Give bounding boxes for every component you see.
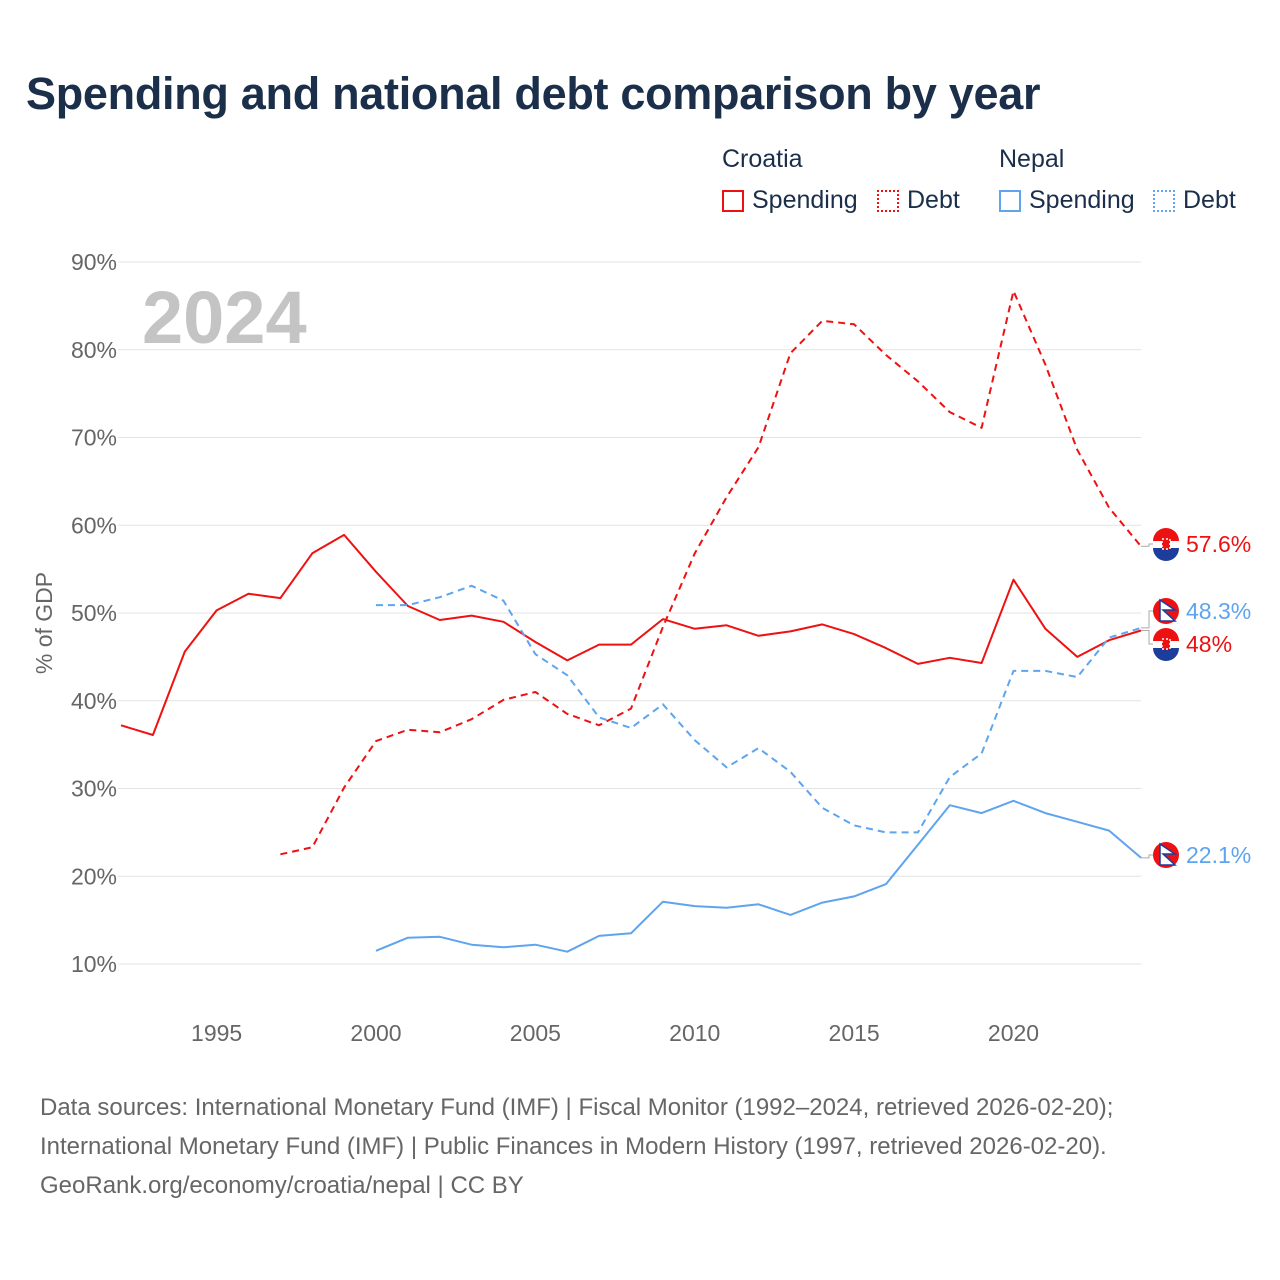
- x-tick-label: 2020: [988, 1020, 1039, 1046]
- legend-label: Debt: [907, 186, 960, 214]
- series-line-nepal-spending: [375, 799, 1142, 953]
- y-tick-label: 30%: [71, 776, 117, 802]
- end-value-label: 48%: [1186, 631, 1232, 657]
- y-tick-label: 50%: [71, 600, 117, 626]
- legend-croatia-debt[interactable]: Debt: [877, 186, 960, 215]
- y-tick-label: 10%: [71, 951, 117, 977]
- series-line-croatia-spending: [120, 533, 1142, 736]
- y-tick-label: 40%: [71, 688, 117, 714]
- coat-of-arms: [1161, 538, 1171, 550]
- x-tick-label: 2005: [510, 1020, 561, 1046]
- x-tick-label: 2000: [350, 1020, 401, 1046]
- legend-label: Spending: [752, 186, 858, 214]
- footer-sources: Data sources: International Monetary Fun…: [40, 1088, 1113, 1205]
- year-watermark: 2024: [142, 276, 307, 359]
- y-tick-label: 90%: [71, 249, 117, 275]
- series-line-nepal-debt: [376, 584, 1142, 834]
- solid-swatch-icon: [722, 189, 744, 212]
- source-line: Data sources: International Monetary Fun…: [40, 1094, 1114, 1121]
- label-connector: [1141, 630, 1153, 645]
- flag-stripe: [1153, 628, 1179, 641]
- legend-nepal-spending[interactable]: Spending: [999, 186, 1135, 215]
- end-value-label: 22.1%: [1186, 842, 1251, 868]
- source-line: International Monetary Fund (IMF) | Publ…: [40, 1133, 1107, 1160]
- end-value-label: 57.6%: [1186, 531, 1251, 557]
- y-tick-label: 70%: [71, 425, 117, 451]
- dotted-swatch-icon: [1153, 189, 1175, 212]
- solid-swatch-icon: [999, 189, 1021, 212]
- flag-pennant: [1159, 842, 1178, 866]
- legend-group-nepal: Nepal: [999, 145, 1065, 173]
- legend-label: Debt: [1183, 186, 1236, 214]
- chart-title: Spending and national debt comparison by…: [26, 68, 1041, 119]
- end-value-label: 48.3%: [1186, 598, 1251, 624]
- flag-stripe: [1153, 548, 1179, 561]
- label-connector: [1141, 543, 1153, 547]
- x-tick-label: 1995: [191, 1020, 242, 1046]
- y-tick-label: 20%: [71, 863, 117, 889]
- x-tick-label: 2010: [669, 1020, 720, 1046]
- flag-pennant: [1159, 598, 1178, 622]
- y-axis-label: % of GDP: [31, 572, 57, 674]
- legend-nepal-debt[interactable]: Debt: [1153, 186, 1236, 215]
- coat-of-arms: [1161, 638, 1171, 650]
- legend-label: Spending: [1029, 186, 1135, 214]
- y-tick-label: 60%: [71, 512, 117, 538]
- series-line-croatia-debt: [280, 290, 1142, 856]
- legend-croatia-spending[interactable]: Spending: [722, 186, 858, 215]
- flag-stripe: [1153, 528, 1179, 541]
- label-connector: [1141, 610, 1153, 629]
- y-tick-label: 80%: [71, 337, 117, 363]
- legend-group-croatia: Croatia: [722, 145, 803, 173]
- flag-stripe: [1153, 648, 1179, 661]
- attribution-link[interactable]: GeoRank.org/economy/croatia/nepal | CC B…: [40, 1172, 524, 1199]
- label-connector: [1141, 854, 1153, 859]
- x-tick-label: 2015: [829, 1020, 880, 1046]
- line-chart: 2024 % of GDP 10% 20% 30% 40% 50% 60% 70% 80% 90…: [31, 249, 1251, 1046]
- dotted-swatch-icon: [877, 189, 899, 212]
